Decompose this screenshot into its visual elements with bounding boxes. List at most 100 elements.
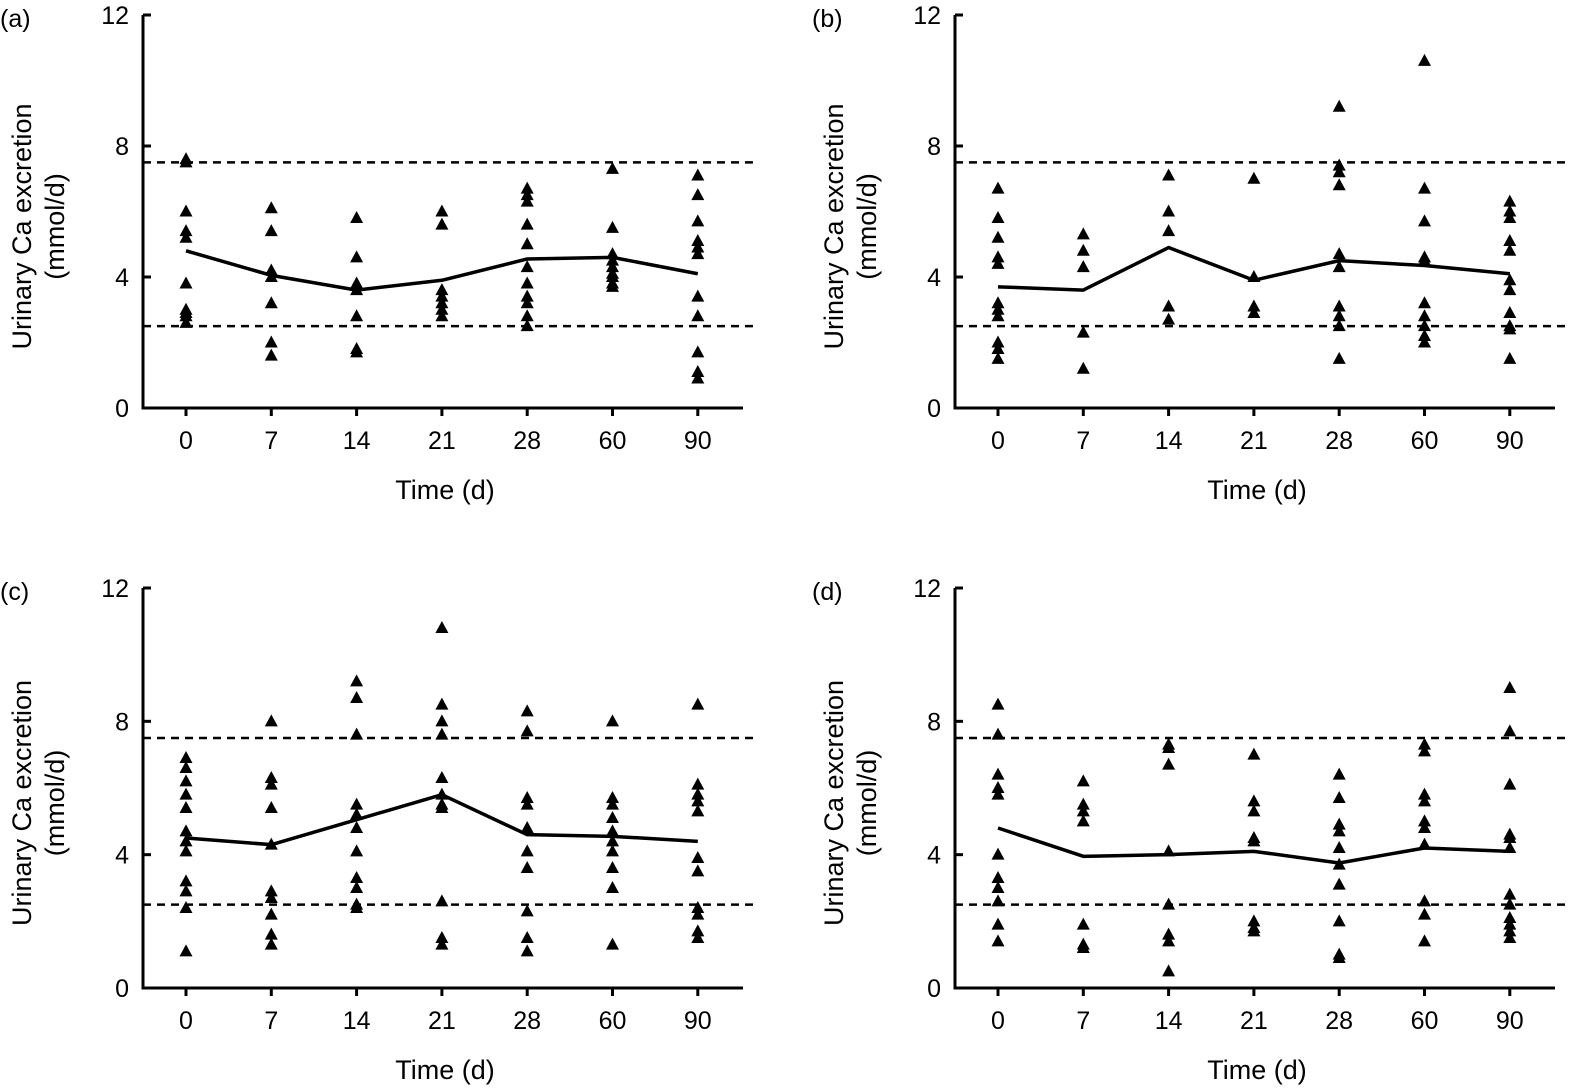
x-tick-label: 60: [1411, 1007, 1439, 1035]
data-point-triangle: [520, 821, 534, 833]
data-point-triangle: [1332, 158, 1346, 171]
data-point-triangle: [179, 309, 193, 322]
x-tick-label: 90: [684, 427, 712, 455]
data-point-triangle: [1247, 924, 1261, 937]
data-point-triangle: [350, 250, 364, 263]
x-tick-label: 60: [599, 1007, 627, 1035]
data-point-triangle: [991, 781, 1005, 793]
data-point-triangle: [350, 674, 364, 687]
x-axis-label: Time (d): [395, 1055, 495, 1085]
data-point-triangle: [179, 874, 193, 887]
x-tick-label: 21: [1240, 1007, 1268, 1035]
data-point-triangle: [606, 861, 619, 873]
data-point-triangle: [1503, 322, 1517, 335]
x-tick-label: 60: [599, 427, 627, 455]
data-point-triangle: [1418, 794, 1431, 807]
data-point-triangle: [691, 188, 705, 201]
data-point-triangle: [691, 931, 705, 943]
data-point-triangle: [691, 168, 705, 181]
data-point-triangle: [691, 233, 705, 246]
y-tick-label: 12: [101, 2, 129, 30]
data-point-triangle: [264, 201, 278, 214]
data-point-triangle: [691, 787, 705, 800]
data-point-triangle: [435, 309, 449, 322]
data-point-triangle: [1332, 791, 1346, 803]
data-point-triangle: [691, 214, 705, 227]
data-point-triangle: [520, 904, 534, 917]
data-point-triangle: [1162, 741, 1176, 753]
y-tick-label: 8: [115, 133, 129, 161]
data-point-triangle: [691, 924, 705, 937]
data-point-triangle: [991, 256, 1005, 269]
data-point-triangle: [606, 797, 619, 810]
data-point-triangle: [991, 342, 1005, 355]
data-point-triangle: [179, 944, 193, 957]
data-point-triangle: [350, 727, 364, 740]
data-point-triangle: [520, 791, 534, 803]
data-point-triangle: [691, 364, 705, 377]
data-point-triangle: [179, 230, 193, 243]
data-point-triangle: [520, 194, 534, 207]
data-point-triangle: [1418, 814, 1431, 827]
data-point-triangle: [1503, 351, 1517, 364]
data-point-triangle: [1332, 247, 1346, 260]
data-point-triangle: [435, 714, 449, 727]
panel-label: (b): [812, 5, 843, 33]
data-point-triangle: [1076, 941, 1090, 953]
mean-line: [997, 826, 1510, 865]
data-point-triangle: [520, 237, 534, 250]
data-point-triangle: [991, 697, 1005, 710]
y-tick-label: 12: [913, 575, 941, 603]
data-point-triangle: [179, 276, 193, 289]
data-point-triangle: [606, 824, 619, 837]
data-point-triangle: [606, 260, 619, 273]
y-axis-unit: (mmol/d): [852, 750, 882, 857]
data-point-triangle: [606, 279, 619, 292]
data-point-triangle: [1503, 211, 1517, 224]
data-point-triangle: [1076, 814, 1090, 827]
data-point-triangle: [1332, 824, 1346, 837]
data-point-triangle: [1332, 99, 1346, 112]
data-point-triangle: [520, 319, 534, 332]
data-point-triangle: [606, 844, 619, 857]
data-point-triangle: [1418, 319, 1431, 332]
data-point-triangle: [520, 289, 534, 302]
data-point-triangle: [1247, 299, 1261, 312]
x-axis-label: Time (d): [1207, 1055, 1307, 1085]
data-point-triangle: [1332, 299, 1346, 312]
data-point-triangle: [264, 927, 278, 940]
data-point-triangle: [1162, 897, 1176, 910]
data-point-triangle: [1418, 821, 1431, 833]
panel-label: (c): [0, 578, 29, 606]
data-point-triangle: [435, 289, 449, 302]
data-point-triangle: [1332, 767, 1346, 780]
y-axis-unit: (mmol/d): [40, 173, 70, 280]
x-tick-label: 28: [1325, 1007, 1353, 1035]
data-point-triangle: [691, 345, 705, 358]
data-point-triangle: [1247, 794, 1261, 807]
panel-d: 0 4 8 12 0 7 14 21 28 60 90 (d) Time (d) Urinary Ca e…: [812, 575, 1567, 1085]
data-point-triangle: [1418, 907, 1431, 920]
data-point-triangle: [350, 821, 364, 833]
x-tick-label: 90: [1496, 1007, 1524, 1035]
data-point-triangle: [264, 801, 278, 813]
x-tick-label: 0: [179, 1007, 193, 1035]
data-point-triangle: [606, 937, 619, 950]
data-point-triangle: [435, 302, 449, 315]
y-tick-label: 12: [913, 2, 941, 30]
data-point-triangle: [350, 211, 364, 224]
data-point-triangle: [1162, 927, 1176, 940]
data-point-triangle: [1247, 747, 1261, 760]
data-point-triangle: [1332, 817, 1346, 830]
data-point-triangle: [350, 807, 364, 820]
data-point-triangle: [1332, 841, 1346, 853]
data-point-triangle: [1418, 787, 1431, 800]
data-point-triangle: [179, 824, 193, 837]
mean-line: [185, 792, 698, 847]
x-tick-label: 28: [513, 1007, 541, 1035]
data-point-triangle: [1418, 309, 1431, 322]
panel-b: 0 4 8 12 0 7 14 21 28 60 90 (b) Time (d) Urinary Ca e…: [812, 2, 1567, 505]
x-tick-label: 14: [343, 427, 371, 455]
data-point-triangle: [1332, 165, 1346, 178]
data-point-triangle: [1076, 243, 1090, 256]
